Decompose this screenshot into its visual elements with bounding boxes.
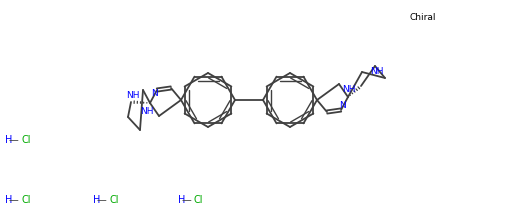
Text: Cl: Cl — [21, 195, 31, 205]
Text: —: — — [8, 135, 18, 145]
Text: H: H — [5, 195, 12, 205]
Text: —: — — [8, 195, 18, 205]
Text: H: H — [5, 135, 12, 145]
Text: —: — — [96, 195, 106, 205]
Text: NH: NH — [126, 90, 140, 99]
Text: NH: NH — [140, 108, 154, 117]
Text: —: — — [181, 195, 191, 205]
Text: H: H — [178, 195, 185, 205]
Text: H: H — [93, 195, 100, 205]
Text: Chiral: Chiral — [410, 14, 437, 23]
Text: NH: NH — [370, 67, 383, 76]
Text: Cl: Cl — [109, 195, 118, 205]
Text: NH: NH — [342, 85, 355, 94]
Text: Cl: Cl — [21, 135, 31, 145]
Text: N: N — [152, 90, 158, 99]
Text: Cl: Cl — [194, 195, 203, 205]
Text: N: N — [339, 101, 347, 111]
